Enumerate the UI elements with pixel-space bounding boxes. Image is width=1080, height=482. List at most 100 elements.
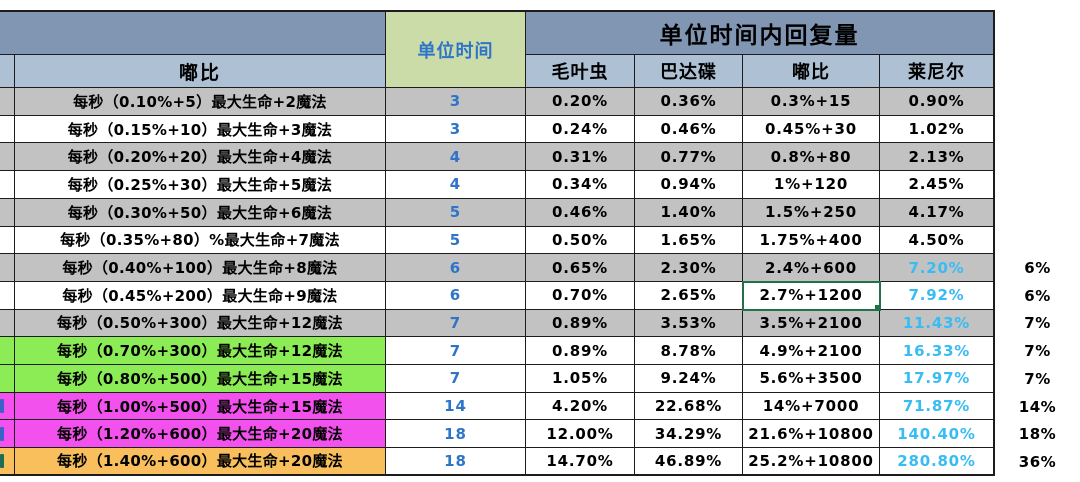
badadie-value-cell[interactable]: 34.29% (635, 420, 743, 449)
unit-time-cell[interactable]: 7 (386, 337, 526, 366)
unit-time-cell[interactable]: 18 (386, 420, 526, 449)
maoyechong-value-cell[interactable]: 0.31% (526, 143, 635, 172)
maoyechong-value-cell[interactable]: 0.89% (526, 309, 635, 338)
header-unit-time-cell[interactable]: 单位时间 (386, 10, 526, 88)
row-edge-cell[interactable] (0, 281, 15, 310)
lainier-value-cell[interactable]: 71.87% (880, 392, 995, 421)
side-note-cell[interactable]: 7% (995, 337, 1080, 366)
maoyechong-value-cell[interactable]: 0.34% (526, 171, 635, 199)
side-note-cell[interactable]: 7% (995, 365, 1080, 393)
header-narrow-cell[interactable] (0, 55, 15, 88)
dubi-value-cell[interactable]: 5.6%+3500 (743, 365, 880, 393)
dubi-value-cell[interactable]: 0.8%+80 (743, 143, 880, 172)
dubi-value-cell[interactable]: 14%+7000 (743, 392, 880, 421)
badadie-value-cell[interactable]: 46.89% (635, 448, 743, 476)
badadie-value-cell[interactable]: 3.53% (635, 309, 743, 338)
formula-cell[interactable]: 每秒（0.40%+100）最大生命+8魔法 (15, 254, 386, 282)
lainier-value-cell[interactable]: 1.02% (880, 115, 995, 144)
lainier-value-cell[interactable]: 7.92% (880, 281, 995, 310)
formula-cell[interactable]: 每秒（0.80%+500）最大生命+15魔法 (15, 365, 386, 393)
maoyechong-value-cell[interactable]: 0.65% (526, 254, 635, 282)
unit-time-cell[interactable]: 4 (386, 143, 526, 172)
row-edge-cell[interactable] (0, 309, 15, 338)
lainier-value-cell[interactable]: 7.20% (880, 254, 995, 282)
formula-cell[interactable]: 每秒（0.20%+20）最大生命+4魔法 (15, 143, 386, 172)
lainier-value-cell[interactable]: 11.43% (880, 309, 995, 338)
dubi-value-cell[interactable]: 25.2%+10800 (743, 448, 880, 476)
dubi-value-cell[interactable]: 21.6%+10800 (743, 420, 880, 449)
row-edge-cell[interactable] (0, 88, 15, 116)
maoyechong-value-cell[interactable]: 12.00% (526, 420, 635, 449)
formula-cell[interactable]: 每秒（0.70%+300）最大生命+12魔法 (15, 337, 386, 366)
lainier-value-cell[interactable]: 2.13% (880, 143, 995, 172)
badadie-value-cell[interactable]: 0.36% (635, 88, 743, 116)
lainier-value-cell[interactable]: 280.80% (880, 448, 995, 476)
formula-cell[interactable]: 每秒（1.20%+600）最大生命+20魔法 (15, 420, 386, 449)
badadie-value-cell[interactable]: 8.78% (635, 337, 743, 366)
maoyechong-value-cell[interactable]: 0.50% (526, 226, 635, 255)
maoyechong-value-cell[interactable]: 1.05% (526, 365, 635, 393)
lainier-value-cell[interactable]: 16.33% (880, 337, 995, 366)
row-edge-cell[interactable] (0, 365, 15, 393)
dubi-value-cell[interactable]: 0.45%+30 (743, 115, 880, 144)
unit-time-cell[interactable]: 7 (386, 309, 526, 338)
header-col-lainier[interactable]: 莱尼尔 (880, 55, 995, 88)
side-note-cell[interactable]: 36% (995, 448, 1080, 476)
formula-cell[interactable]: 每秒（1.00%+500）最大生命+15魔法 (15, 392, 386, 421)
dubi-value-cell[interactable]: 2.4%+600 (743, 254, 880, 282)
lainier-value-cell[interactable]: 4.50% (880, 226, 995, 255)
unit-time-cell[interactable]: 18 (386, 448, 526, 476)
formula-cell[interactable]: 每秒（0.30%+50）最大生命+6魔法 (15, 198, 386, 227)
formula-cell[interactable]: 每秒（0.35%+80）%最大生命+7魔法 (15, 226, 386, 255)
maoyechong-value-cell[interactable]: 0.70% (526, 281, 635, 310)
unit-time-cell[interactable]: 14 (386, 392, 526, 421)
dubi-value-cell[interactable]: 1.5%+250 (743, 198, 880, 227)
row-edge-cell[interactable] (0, 448, 15, 476)
badadie-value-cell[interactable]: 9.24% (635, 365, 743, 393)
header-col-badadie[interactable]: 巴达碟 (635, 55, 743, 88)
side-note-cell[interactable]: 6% (995, 281, 1080, 310)
badadie-value-cell[interactable]: 0.46% (635, 115, 743, 144)
row-edge-cell[interactable] (0, 171, 15, 199)
unit-time-cell[interactable]: 6 (386, 254, 526, 282)
badadie-value-cell[interactable]: 0.77% (635, 143, 743, 172)
lainier-value-cell[interactable]: 0.90% (880, 88, 995, 116)
unit-time-cell[interactable]: 5 (386, 198, 526, 227)
header-name-cell[interactable]: 嘟比 (15, 55, 386, 88)
formula-cell[interactable]: 每秒（0.15%+10）最大生命+3魔法 (15, 115, 386, 144)
badadie-value-cell[interactable]: 22.68% (635, 392, 743, 421)
row-edge-cell[interactable] (0, 226, 15, 255)
unit-time-cell[interactable]: 3 (386, 88, 526, 116)
formula-cell[interactable]: 每秒（0.25%+30）最大生命+5魔法 (15, 171, 386, 199)
unit-time-cell[interactable]: 4 (386, 171, 526, 199)
selected-cell[interactable]: 2.7%+1200 (742, 280, 881, 311)
lainier-value-cell[interactable]: 140.40% (880, 420, 995, 449)
maoyechong-value-cell[interactable]: 14.70% (526, 448, 635, 476)
row-edge-cell[interactable] (0, 392, 15, 421)
side-note-cell[interactable]: 6% (995, 254, 1080, 282)
lainier-value-cell[interactable]: 17.97% (880, 365, 995, 393)
dubi-value-cell[interactable]: 3.5%+2100 (743, 309, 880, 338)
header-col-dubi[interactable]: 嘟比 (743, 55, 880, 88)
maoyechong-value-cell[interactable]: 0.46% (526, 198, 635, 227)
side-note-cell[interactable]: 7% (995, 309, 1080, 338)
lainier-value-cell[interactable]: 4.17% (880, 198, 995, 227)
badadie-value-cell[interactable]: 2.65% (635, 281, 743, 310)
dubi-value-cell[interactable]: 1.75%+400 (743, 226, 880, 255)
lainier-value-cell[interactable]: 2.45% (880, 171, 995, 199)
row-edge-cell[interactable] (0, 143, 15, 172)
formula-cell[interactable]: 每秒（0.50%+300）最大生命+12魔法 (15, 309, 386, 338)
row-edge-cell[interactable] (0, 254, 15, 282)
dubi-value-cell[interactable]: 0.3%+15 (743, 88, 880, 116)
unit-time-cell[interactable]: 6 (386, 281, 526, 310)
maoyechong-value-cell[interactable]: 0.20% (526, 88, 635, 116)
badadie-value-cell[interactable]: 0.94% (635, 171, 743, 199)
side-note-cell[interactable]: 14% (995, 392, 1080, 421)
side-note-cell[interactable]: 18% (995, 420, 1080, 449)
row-edge-cell[interactable] (0, 420, 15, 449)
badadie-value-cell[interactable]: 1.40% (635, 198, 743, 227)
dubi-value-cell[interactable]: 1%+120 (743, 171, 880, 199)
selection-fill-handle[interactable] (874, 303, 879, 309)
formula-cell[interactable]: 每秒（0.45%+200）最大生命+9魔法 (15, 281, 386, 310)
header-corner-cell[interactable] (0, 10, 386, 55)
